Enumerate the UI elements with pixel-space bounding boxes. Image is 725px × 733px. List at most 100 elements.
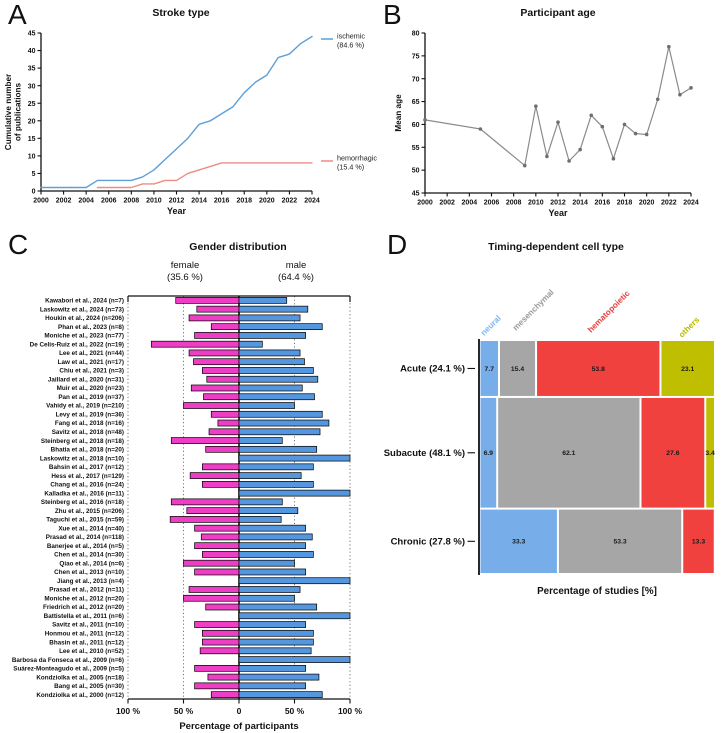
svg-text:Chen et al., 2014 (n=30): Chen et al., 2014 (n=30) bbox=[54, 552, 124, 559]
study-row: Laskowitz et al., 2018 (n=10) bbox=[40, 454, 351, 462]
x-axis-label: Percentage of studies [%] bbox=[537, 586, 657, 597]
male-bar bbox=[238, 603, 318, 611]
female-bar bbox=[202, 463, 240, 471]
male-bar bbox=[238, 419, 330, 427]
female-bar bbox=[207, 673, 240, 681]
svg-text:Battistella et al., 2011 (n=6): Battistella et al., 2011 (n=6) bbox=[44, 613, 124, 620]
svg-text:Law et al., 2021 (n=17): Law et al., 2021 (n=17) bbox=[58, 359, 124, 366]
svg-text:0: 0 bbox=[32, 189, 36, 196]
female-bar bbox=[188, 349, 240, 357]
male-bar bbox=[238, 454, 351, 462]
mosaic-block-hematopoietic bbox=[683, 509, 714, 573]
female-bar bbox=[194, 682, 240, 690]
panel-c-gender-distribution: C Gender distribution female (35.6 %) ma… bbox=[0, 228, 380, 733]
svg-text:Lee et al., 2010 (n=52): Lee et al., 2010 (n=52) bbox=[59, 648, 124, 655]
study-row: Bhatia et al., 2018 (n=20) bbox=[51, 445, 318, 454]
svg-text:Qiao et al., 2014 (n=6): Qiao et al., 2014 (n=6) bbox=[59, 560, 124, 567]
female-bar bbox=[194, 664, 240, 672]
svg-text:(84.6 %): (84.6 %) bbox=[337, 41, 364, 50]
female-bar bbox=[199, 647, 240, 655]
panel-d-title: Timing-dependent cell type bbox=[488, 241, 624, 253]
study-row: Laskowitz et al., 2024 (n=73) bbox=[40, 305, 309, 313]
male-bar bbox=[238, 375, 319, 383]
male-bar bbox=[238, 428, 321, 436]
study-row: Bhasin et al., 2011 (n=12) bbox=[49, 638, 314, 646]
study-row: Kalladka et al., 2016 (n=11) bbox=[44, 489, 351, 497]
male-bar bbox=[238, 393, 315, 401]
svg-text:Vahidy et al., 2019 (n=210): Vahidy et al., 2019 (n=210) bbox=[46, 403, 124, 410]
svg-text:2010: 2010 bbox=[146, 198, 162, 205]
study-row: Hess et al., 2017 (n=129) bbox=[51, 472, 302, 480]
svg-text:Chiu et al., 2021 (n=3): Chiu et al., 2021 (n=3) bbox=[59, 368, 124, 375]
mosaic-block-hematopoietic bbox=[641, 397, 705, 508]
female-bar bbox=[210, 323, 240, 331]
male-bar bbox=[238, 656, 351, 663]
male-label: male bbox=[285, 260, 307, 271]
svg-text:2004: 2004 bbox=[78, 198, 94, 205]
panel-c-letter: C bbox=[8, 229, 29, 260]
study-row: Kawabori et al., 2024 (n=7) bbox=[45, 297, 288, 305]
study-row: Chen et al., 2014 (n=30) bbox=[54, 551, 314, 559]
svg-text:mesenchymal: mesenchymal bbox=[511, 288, 556, 333]
svg-text:100 %: 100 % bbox=[338, 706, 363, 716]
male-bar bbox=[238, 384, 303, 392]
svg-text:Steinberg et al., 2018 (n=18): Steinberg et al., 2018 (n=18) bbox=[41, 438, 124, 445]
svg-text:others: others bbox=[677, 315, 701, 339]
panel-d-timing-cell-type: D Timing-dependent cell type neural mesen… bbox=[363, 228, 725, 628]
female-bar bbox=[203, 393, 240, 401]
svg-text:Mean age: Mean age bbox=[394, 94, 403, 132]
female-bar bbox=[188, 314, 240, 322]
svg-text:ischemic: ischemic bbox=[337, 32, 365, 41]
mosaic-block-neural bbox=[480, 509, 557, 573]
study-row: Honmou et al., 2011 (n=12) bbox=[45, 629, 314, 637]
svg-text:10: 10 bbox=[28, 153, 36, 160]
study-row: Jiang et al., 2013 (n=4) bbox=[57, 577, 351, 585]
svg-text:Jiang et al., 2013 (n=4): Jiang et al., 2013 (n=4) bbox=[57, 578, 124, 585]
female-bar bbox=[194, 542, 240, 550]
female-bar bbox=[175, 297, 240, 304]
svg-text:50: 50 bbox=[412, 168, 420, 175]
female-bar bbox=[210, 410, 240, 418]
svg-text:23.1: 23.1 bbox=[681, 366, 694, 373]
axis-labels: Mean age Year bbox=[394, 94, 568, 218]
male-bar bbox=[238, 445, 318, 453]
svg-text:Banerjee et al., 2014 (n=5): Banerjee et al., 2014 (n=5) bbox=[47, 543, 124, 550]
y-axis-ticks: 45 50 55 60 65 70 75 80 bbox=[412, 31, 425, 198]
mosaic-block-others bbox=[661, 341, 714, 396]
study-row: Banerjee et al., 2014 (n=5) bbox=[47, 542, 306, 550]
svg-text:6.9: 6.9 bbox=[484, 450, 494, 457]
male-bar bbox=[238, 358, 305, 366]
svg-text:60: 60 bbox=[412, 122, 420, 129]
male-bar bbox=[238, 489, 351, 497]
male-bar bbox=[238, 463, 314, 471]
svg-text:2016: 2016 bbox=[214, 198, 230, 205]
svg-text:Chen et al., 2013 (n=10): Chen et al., 2013 (n=10) bbox=[54, 569, 124, 576]
male-bar bbox=[238, 323, 323, 331]
panel-b-participant-age: B Participant age 2000 2002 2004 2006 2008 20… bbox=[363, 0, 725, 228]
svg-text:2000: 2000 bbox=[33, 198, 49, 205]
male-bar bbox=[238, 682, 306, 690]
male-bar bbox=[238, 664, 306, 672]
svg-text:3.4: 3.4 bbox=[705, 450, 715, 457]
svg-text:7.7: 7.7 bbox=[485, 366, 495, 373]
mosaic-block-others bbox=[706, 397, 714, 508]
svg-text:Taguchi et al., 2015 (n=59): Taguchi et al., 2015 (n=59) bbox=[46, 517, 124, 524]
male-bar bbox=[238, 314, 301, 322]
svg-text:Year: Year bbox=[167, 206, 187, 216]
svg-text:65: 65 bbox=[412, 99, 420, 106]
study-row: Chen et al., 2013 (n=10) bbox=[54, 568, 306, 576]
svg-text:53.3: 53.3 bbox=[613, 539, 626, 546]
study-row: Prasad et al., 2012 (n=11) bbox=[49, 586, 301, 594]
svg-text:40: 40 bbox=[28, 48, 36, 55]
male-bar bbox=[238, 691, 323, 698]
panel-c-title: Gender distribution bbox=[189, 241, 287, 253]
svg-text:Kondziolka et al., 2000 (n=12): Kondziolka et al., 2000 (n=12) bbox=[36, 692, 124, 699]
legend-ischemic: ischemic(84.6 %) bbox=[321, 32, 365, 50]
male-bar bbox=[238, 498, 283, 506]
svg-text:2012: 2012 bbox=[550, 200, 566, 207]
female-bar bbox=[202, 638, 240, 646]
mosaic-block-neural bbox=[480, 341, 499, 396]
male-column-header: male (64.4 %) bbox=[278, 260, 314, 284]
svg-text:Bhatia et al., 2018 (n=20): Bhatia et al., 2018 (n=20) bbox=[51, 447, 124, 454]
svg-text:2004: 2004 bbox=[462, 200, 478, 207]
